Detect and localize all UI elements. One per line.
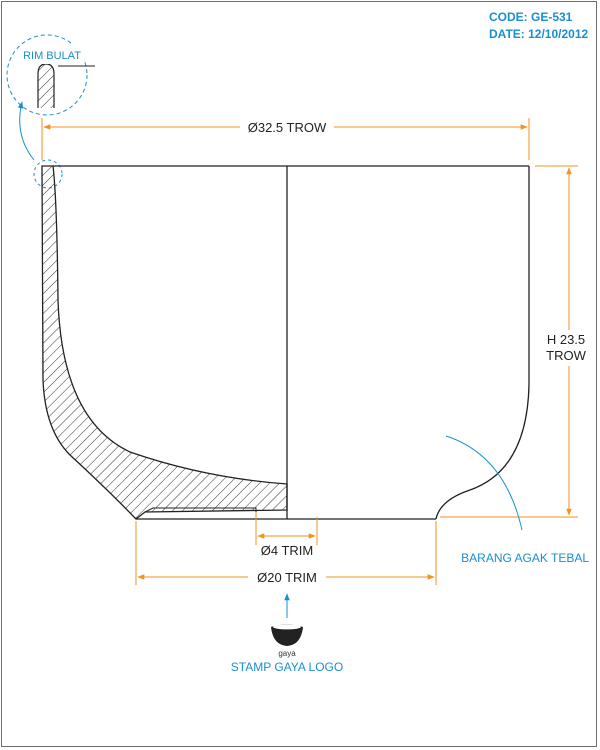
bowl-outer-profile: [435, 166, 530, 520]
rim-detail-label: RIM BULAT: [23, 50, 81, 62]
gaya-logo-word: gaya: [278, 649, 296, 658]
top-diameter-label: Ø32.5 TROW: [248, 120, 327, 135]
height-label-line2: TROW: [546, 348, 586, 363]
rim-detail: RIM BULAT: [6, 34, 95, 116]
rim-callout-arrow: [17, 101, 35, 161]
rim-target-circle: [33, 159, 63, 189]
stamp-label: STAMP GAYA LOGO: [231, 660, 343, 674]
height-label-line1: H 23.5: [547, 332, 585, 347]
gaya-logo: gaya: [271, 624, 303, 658]
date-label: DATE: 12/10/2012: [489, 27, 588, 41]
bowl-foot-recess: [144, 507, 257, 513]
code-label: CODE: GE-531: [489, 10, 573, 24]
thickness-note: BARANG AGAK TEBAL: [461, 551, 589, 565]
inner-foot-label: Ø4 TRIM: [261, 543, 314, 558]
thickness-leader: [445, 435, 523, 531]
bowl-wall-section: [41, 165, 288, 520]
rim-detail-section: [37, 63, 55, 108]
foot-diameter-label: Ø20 TRIM: [257, 570, 317, 585]
gaya-logo-bowl-icon: [271, 624, 303, 646]
